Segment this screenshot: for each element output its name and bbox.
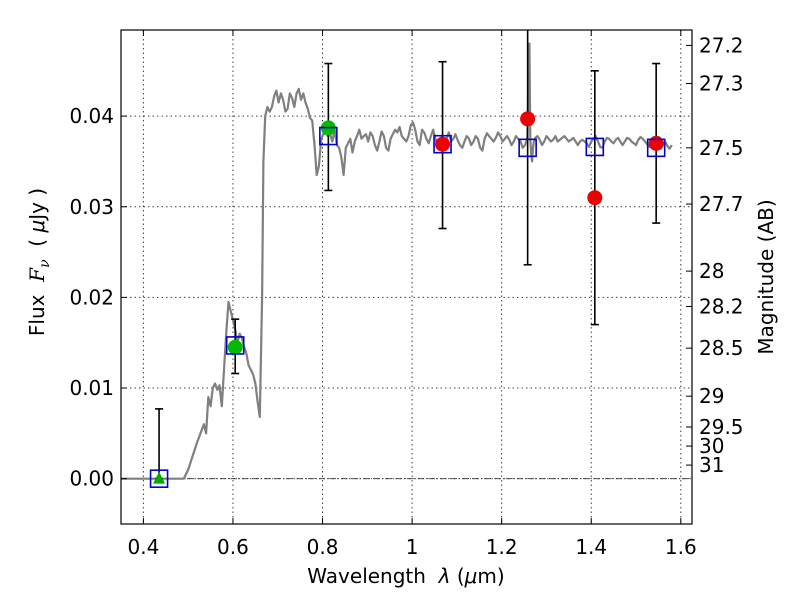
x-tick-label: 0.4	[127, 535, 159, 559]
x-tick-label: 1	[406, 535, 419, 559]
model-point	[646, 138, 666, 158]
observed-point	[435, 136, 451, 152]
axis-ticks	[121, 30, 692, 524]
observed-points	[153, 111, 664, 484]
y-axis-title: Flux Fν ( μJy )	[25, 188, 53, 336]
y2-tick-label: 28.5	[699, 336, 744, 360]
model-point	[433, 134, 452, 154]
y-tick-label: 0.01	[69, 376, 114, 400]
y-tick-label: 0.00	[69, 467, 114, 491]
y-tick-label: 0.03	[69, 195, 114, 219]
y2-tick-label: 29.5	[699, 415, 744, 439]
observed-point	[587, 190, 603, 206]
y-tick-labels: 0.00 0.01 0.02 0.03 0.04	[69, 104, 114, 491]
observed-point	[520, 111, 536, 127]
x-tick-label: 0.8	[307, 535, 339, 559]
x-tick-label: 1.4	[575, 535, 607, 559]
y2-tick-label: 27.5	[699, 136, 744, 160]
observed-point	[227, 339, 243, 355]
x-tick-labels: 0.4 0.6 0.8 1 1.2 1.4 1.6	[127, 535, 696, 559]
model-point	[518, 138, 537, 158]
grid	[121, 30, 692, 524]
y-tick-label: 0.02	[69, 285, 114, 309]
x-tick-label: 1.6	[665, 535, 697, 559]
y2-tick-label: 27.3	[699, 71, 744, 95]
y-tick-label: 0.04	[69, 104, 114, 128]
model-point	[585, 137, 605, 157]
y2-tick-label: 28	[699, 259, 724, 283]
y2-tick-label: 28.2	[699, 294, 744, 318]
model-point	[149, 469, 169, 488]
observed-point-triangle	[153, 471, 166, 484]
plot-frame	[120, 29, 693, 525]
model-points	[149, 126, 666, 488]
y2-axis-title: Magnitude (AB)	[754, 199, 778, 354]
x-tick-label: 1.2	[486, 535, 518, 559]
y2-tick-label: 30	[699, 434, 724, 458]
x-axis-title: Wavelength λ (μm)	[307, 564, 504, 588]
y2-tick-label: 31	[699, 453, 724, 477]
y2-tick-label: 27.7	[699, 192, 744, 216]
model-point	[319, 126, 338, 146]
y2-tick-label: 29	[699, 384, 724, 408]
model-point	[225, 336, 245, 355]
y2-tick-label: 27.2	[699, 33, 744, 57]
x-tick-label: 0.6	[217, 535, 249, 559]
observed-point	[648, 135, 664, 151]
